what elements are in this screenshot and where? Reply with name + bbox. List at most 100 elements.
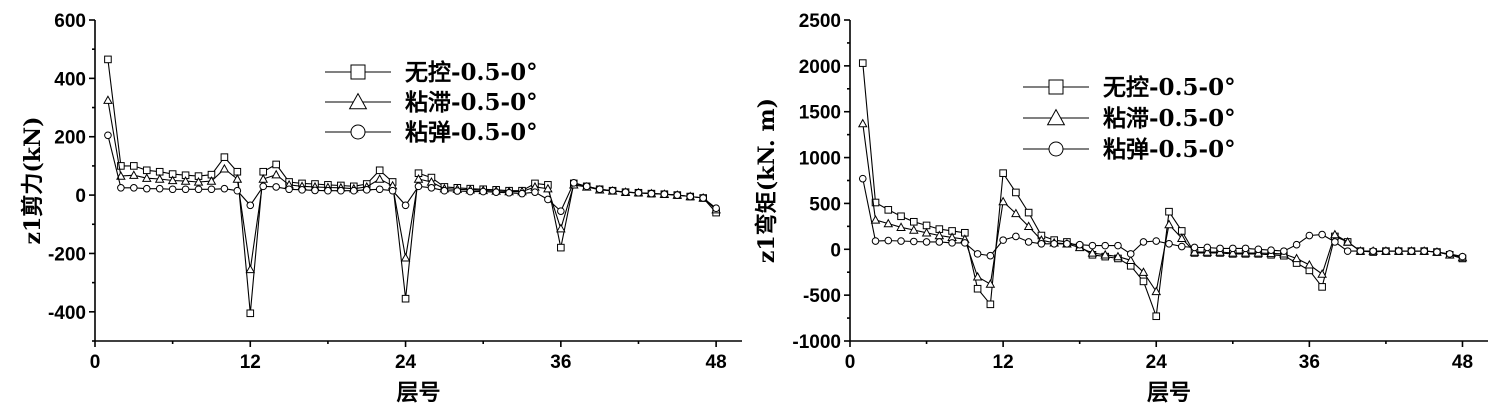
y-tick-label: 2000 bbox=[799, 57, 841, 78]
data-point bbox=[246, 309, 255, 318]
data-point bbox=[1342, 236, 1353, 246]
x-tick-label: 36 bbox=[1299, 352, 1320, 373]
data-point bbox=[1138, 267, 1149, 276]
data-point bbox=[220, 153, 229, 161]
data-point bbox=[1126, 250, 1135, 258]
data-point bbox=[922, 221, 931, 230]
data-point bbox=[401, 201, 410, 210]
data-point bbox=[647, 189, 656, 198]
data-point bbox=[362, 186, 371, 194]
y-tick-label: 400 bbox=[54, 69, 86, 90]
legend-marker-circle bbox=[1048, 141, 1064, 157]
data-point bbox=[1152, 312, 1161, 321]
data-point bbox=[1331, 238, 1339, 246]
data-point bbox=[1190, 243, 1199, 252]
data-point bbox=[1240, 247, 1251, 257]
data-point bbox=[337, 186, 345, 195]
data-point bbox=[557, 243, 565, 252]
data-point bbox=[582, 182, 591, 191]
data-point bbox=[220, 184, 229, 193]
data-point bbox=[1356, 247, 1365, 255]
data-point bbox=[1113, 251, 1123, 261]
x-tick-label: 12 bbox=[993, 352, 1014, 373]
legend-marker-square bbox=[350, 64, 366, 80]
data-point bbox=[285, 185, 293, 194]
y-axis-title: z1弯矩(kN. m) bbox=[754, 98, 780, 263]
data-point bbox=[130, 162, 138, 170]
y-tick-label: 500 bbox=[809, 194, 841, 215]
data-point bbox=[1165, 239, 1173, 248]
data-point bbox=[1114, 241, 1122, 250]
data-point bbox=[168, 185, 177, 194]
data-point bbox=[595, 185, 604, 194]
data-point bbox=[142, 184, 151, 193]
data-point bbox=[167, 175, 178, 185]
data-point bbox=[1382, 247, 1390, 255]
data-point bbox=[1125, 255, 1136, 264]
data-point bbox=[896, 222, 906, 231]
data-point bbox=[1254, 245, 1263, 254]
data-point bbox=[660, 190, 669, 199]
legend-marker-triangle bbox=[1046, 108, 1066, 126]
data-point bbox=[350, 186, 358, 195]
data-point bbox=[1139, 277, 1148, 286]
legend-label: 粘滞-0.5-0° bbox=[1103, 105, 1236, 132]
y-tick-label: -400 bbox=[48, 303, 86, 324]
legend-label: 粘弹-0.5-0° bbox=[405, 119, 538, 146]
data-point bbox=[556, 223, 566, 233]
x-tick-label: 0 bbox=[90, 352, 101, 373]
data-point bbox=[1369, 247, 1377, 255]
data-point bbox=[634, 188, 643, 197]
data-point bbox=[1291, 253, 1302, 263]
data-point bbox=[181, 185, 190, 194]
chart-panel-2: -1000 -500 0 500 1000 1500 2000 2500 0 12 24 36 48 层号… bbox=[754, 11, 1488, 406]
data-point bbox=[466, 187, 475, 196]
data-point bbox=[1203, 243, 1212, 252]
data-point bbox=[921, 227, 932, 237]
data-point bbox=[505, 188, 513, 197]
data-point bbox=[246, 201, 255, 210]
data-point bbox=[973, 250, 982, 258]
data-point bbox=[1458, 252, 1467, 261]
data-point bbox=[883, 218, 894, 228]
y-tick-label: 2500 bbox=[799, 11, 841, 32]
series-line bbox=[862, 63, 1463, 317]
y-tick-label: 200 bbox=[54, 128, 86, 149]
data-point bbox=[999, 169, 1007, 177]
data-point bbox=[1343, 247, 1352, 255]
x-tick-label: 36 bbox=[550, 352, 571, 373]
data-point bbox=[1433, 248, 1441, 256]
data-point bbox=[1318, 230, 1326, 239]
data-point bbox=[141, 173, 152, 182]
data-point bbox=[699, 194, 707, 202]
data-point bbox=[1165, 207, 1173, 216]
data-point bbox=[870, 214, 881, 224]
data-point bbox=[1023, 221, 1034, 231]
data-point bbox=[104, 131, 112, 140]
data-point bbox=[1151, 286, 1162, 296]
data-point bbox=[1305, 231, 1314, 240]
data-point bbox=[427, 183, 436, 192]
data-point bbox=[1011, 208, 1021, 218]
data-point bbox=[194, 185, 203, 194]
legend: 无控-0.5-0° 粘滞-0.5-0° 粘弹-0.5-0° bbox=[325, 59, 538, 146]
legend-label: 无控-0.5-0° bbox=[1103, 74, 1236, 101]
data-point bbox=[1024, 238, 1033, 246]
data-point bbox=[1012, 232, 1020, 241]
y-tick-label: -500 bbox=[803, 286, 841, 307]
data-point bbox=[1216, 244, 1224, 253]
data-point bbox=[414, 182, 423, 191]
data-point bbox=[1189, 247, 1200, 256]
data-point bbox=[531, 188, 539, 196]
data-point bbox=[858, 59, 867, 67]
data-point bbox=[206, 176, 217, 185]
data-point bbox=[413, 174, 424, 183]
data-point bbox=[479, 187, 488, 196]
data-point bbox=[401, 294, 410, 303]
data-point bbox=[259, 182, 268, 191]
legend-label: 无控-0.5-0° bbox=[405, 59, 538, 86]
data-point bbox=[117, 162, 125, 170]
legend-marker-triangle bbox=[348, 92, 368, 110]
x-tick-label: 12 bbox=[240, 352, 261, 373]
